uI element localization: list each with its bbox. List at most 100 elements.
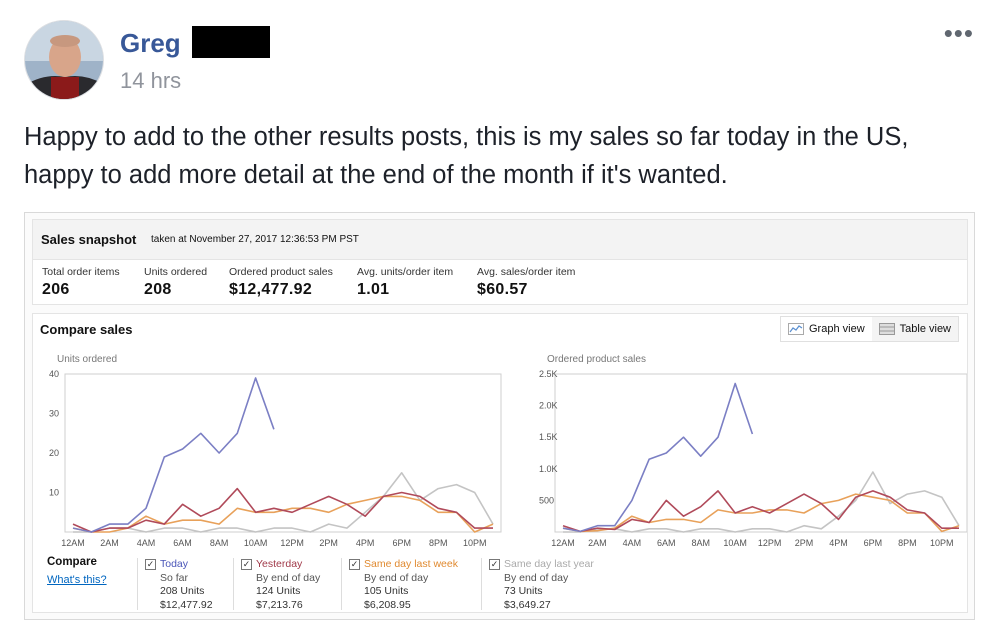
checkbox-last-year[interactable]: ✓ bbox=[489, 559, 500, 571]
x-tick-label: 2PM bbox=[795, 538, 814, 548]
metric-avg-units: Avg. units/order item 1.01 bbox=[357, 266, 453, 299]
checkbox-today[interactable]: ✓ bbox=[145, 559, 156, 571]
chart-ylabel: Units ordered bbox=[57, 354, 117, 365]
checkbox-yesterday[interactable]: ✓ bbox=[241, 559, 252, 571]
units-ordered-chart: Units ordered 10 20 30 40 12AM 2AM 4AM 6AM 8AM 10A… bbox=[49, 354, 502, 548]
whats-this-link[interactable]: What's this? bbox=[47, 574, 107, 586]
graph-view-button[interactable]: Graph view bbox=[781, 317, 872, 341]
chart-plot-area bbox=[64, 373, 502, 533]
legend-last-week[interactable]: ✓ Same day last week By end of day 105 Un… bbox=[349, 558, 489, 612]
sales-snapshot-taken: taken at November 27, 2017 12:36:53 PM P… bbox=[151, 234, 359, 245]
metric-value: $60.57 bbox=[477, 281, 528, 298]
x-tick-label: 2PM bbox=[319, 538, 338, 548]
compare-sales-title: Compare sales bbox=[40, 322, 133, 337]
sales-screenshot[interactable]: Sales snapshot taken at November 27, 201… bbox=[24, 212, 975, 620]
metric-label: Units ordered bbox=[144, 266, 208, 278]
compare-sales-panel: Compare sales Graph view Table view Unit… bbox=[32, 313, 968, 613]
legend-today[interactable]: ✓ Today So far 208 Units $12,477.92 bbox=[145, 558, 285, 612]
redacted-surname bbox=[192, 26, 270, 58]
checkbox-last-week[interactable]: ✓ bbox=[349, 559, 360, 571]
metric-label: Avg. units/order item bbox=[357, 266, 454, 278]
y-tick-label: 40 bbox=[49, 369, 59, 379]
y-tick-label: 500 bbox=[539, 495, 554, 505]
legend-units: 73 Units bbox=[504, 585, 543, 597]
x-tick-label: 10PM bbox=[463, 538, 487, 548]
legend-sub: So far bbox=[160, 571, 189, 584]
view-toggle: Graph view Table view bbox=[780, 316, 959, 342]
legend-last-year[interactable]: ✓ Same day last year By end of day 73 Uni… bbox=[489, 558, 629, 612]
series-line-today bbox=[72, 377, 275, 533]
metric-units-ordered: Units ordered 208 bbox=[144, 266, 207, 299]
avatar-image bbox=[25, 21, 103, 99]
metric-label: Total order items bbox=[42, 266, 120, 278]
post-timestamp[interactable]: 14 hrs bbox=[120, 68, 182, 93]
legend-sub: By end of day bbox=[256, 571, 321, 584]
table-view-button[interactable]: Table view bbox=[872, 317, 958, 341]
legend-units: 208 Units bbox=[160, 585, 205, 597]
x-tick-label: 12AM bbox=[61, 538, 85, 548]
legend-divider bbox=[341, 558, 342, 610]
x-tick-label: 12AM bbox=[551, 538, 575, 548]
x-tick-label: 8PM bbox=[898, 538, 917, 548]
x-tick-label: 6AM bbox=[657, 538, 676, 548]
x-tick-label: 4PM bbox=[829, 538, 848, 548]
ordered-sales-chart: Ordered product sales 500 1.0K 1.5K 2.0K 2.5K… bbox=[539, 354, 967, 548]
series-line-yesterday bbox=[562, 490, 959, 533]
post-header: Greg 14 hrs ••• bbox=[24, 20, 974, 102]
x-tick-label: 4AM bbox=[137, 538, 156, 548]
metric-label: Ordered product sales bbox=[229, 266, 333, 278]
series-line-today bbox=[562, 382, 754, 533]
avatar[interactable] bbox=[24, 20, 104, 100]
metric-ordered-product-sales: Ordered product sales $12,477.92 bbox=[229, 266, 333, 299]
legend-yesterday[interactable]: ✓ Yesterday By end of day 124 Units $7,21… bbox=[241, 558, 381, 612]
y-tick-label: 1.0K bbox=[539, 464, 558, 474]
x-tick-label: 2AM bbox=[100, 538, 119, 548]
x-tick-label: 6PM bbox=[392, 538, 411, 548]
x-tick-label: 8AM bbox=[691, 538, 710, 548]
x-tick-label: 12PM bbox=[280, 538, 304, 548]
legend-units: 105 Units bbox=[364, 585, 409, 597]
legend-name: Same day last week bbox=[364, 558, 458, 570]
legend-sales: $7,213.76 bbox=[256, 598, 303, 611]
x-tick-label: 10AM bbox=[244, 538, 268, 548]
legend-divider bbox=[233, 558, 234, 610]
x-tick-label: 2AM bbox=[588, 538, 607, 548]
sales-snapshot-panel: Sales snapshot taken at November 27, 201… bbox=[32, 219, 968, 305]
more-options-button[interactable]: ••• bbox=[943, 18, 974, 48]
metric-value: $12,477.92 bbox=[229, 281, 313, 298]
legend-sales: $3,649.27 bbox=[504, 598, 551, 611]
x-tick-label: 8PM bbox=[429, 538, 448, 548]
y-tick-label: 20 bbox=[49, 448, 59, 458]
chart-ylabel: Ordered product sales bbox=[547, 354, 646, 365]
legend-name: Yesterday bbox=[256, 558, 303, 570]
metric-value: 206 bbox=[42, 281, 70, 298]
legend-divider bbox=[137, 558, 138, 610]
table-icon bbox=[878, 323, 895, 335]
author-name[interactable]: Greg bbox=[120, 28, 181, 58]
series-line-yesterday bbox=[72, 487, 493, 533]
x-tick-label: 10AM bbox=[723, 538, 747, 548]
x-tick-label: 6PM bbox=[864, 538, 883, 548]
x-tick-label: 6AM bbox=[173, 538, 192, 548]
compare-legend-label: Compare What's this? bbox=[47, 556, 107, 586]
line-chart-icon bbox=[788, 323, 804, 335]
legend-sales: $6,208.95 bbox=[364, 598, 411, 611]
legend-sub: By end of day bbox=[504, 571, 569, 584]
y-tick-label: 1.5K bbox=[539, 432, 558, 442]
metric-label: Avg. sales/order item bbox=[477, 266, 576, 278]
x-tick-label: 10PM bbox=[930, 538, 954, 548]
table-view-label: Table view bbox=[899, 323, 951, 335]
sales-snapshot-header: Sales snapshot taken at November 27, 201… bbox=[33, 220, 967, 260]
metric-total-order-items: Total order items 206 bbox=[42, 266, 120, 299]
compare-legend-title: Compare bbox=[47, 556, 97, 568]
y-tick-label: 30 bbox=[49, 409, 59, 419]
y-tick-label: 10 bbox=[49, 488, 59, 498]
x-tick-label: 4AM bbox=[623, 538, 642, 548]
metric-value: 1.01 bbox=[357, 281, 390, 298]
x-tick-label: 4PM bbox=[356, 538, 375, 548]
legend-sub: By end of day bbox=[364, 571, 429, 584]
y-tick-label: 2.5K bbox=[539, 369, 558, 379]
legend-divider bbox=[481, 558, 482, 610]
x-tick-label: 12PM bbox=[758, 538, 782, 548]
legend-name: Same day last year bbox=[504, 558, 594, 570]
